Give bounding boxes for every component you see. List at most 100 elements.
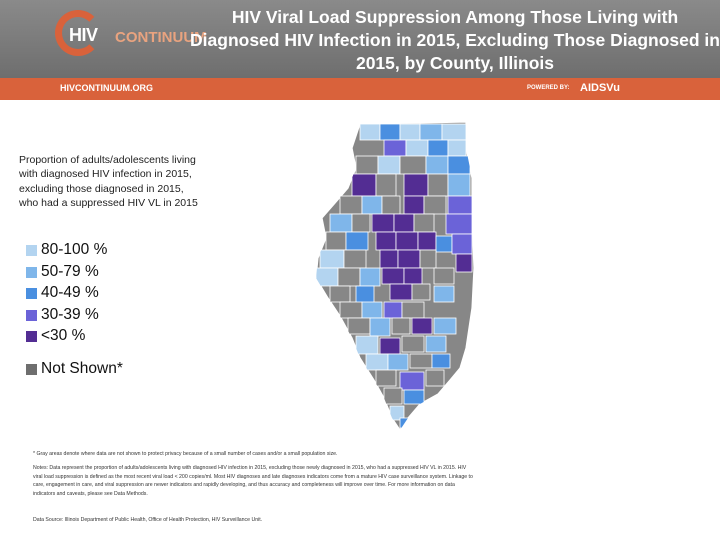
county	[325, 231, 347, 251]
county	[447, 195, 473, 215]
county	[413, 213, 435, 233]
legend-label: 30-39 %	[41, 305, 99, 323]
county	[405, 139, 429, 157]
illinois-county-map	[315, 121, 475, 432]
county	[383, 139, 407, 157]
legend-swatch	[26, 331, 37, 342]
county	[399, 123, 421, 141]
county	[417, 231, 437, 251]
legend-label: 50-79 %	[41, 262, 99, 280]
county	[339, 301, 363, 319]
data-source: Data Source: Illinois Department of Publ…	[33, 517, 263, 523]
county	[433, 285, 455, 303]
county	[361, 195, 383, 215]
county	[391, 317, 411, 335]
county	[383, 301, 403, 319]
legend-label: <30 %	[41, 327, 86, 344]
county	[379, 249, 399, 269]
county	[425, 335, 447, 353]
legend-label: Not Shown*	[41, 360, 123, 377]
aidsvu-logo[interactable]: AIDSVu	[580, 82, 620, 94]
header-banner: HIV CONTINUUM HIV Viral Load Suppression…	[0, 0, 720, 78]
county	[403, 389, 425, 405]
legend-title: Proportion of adults/adolescents living …	[19, 154, 198, 210]
county	[337, 267, 361, 287]
county	[355, 285, 375, 305]
county	[433, 267, 455, 285]
county	[411, 317, 433, 335]
county	[431, 353, 451, 369]
county	[403, 173, 429, 197]
county	[435, 235, 453, 253]
county	[375, 369, 397, 387]
county-grid	[316, 123, 473, 429]
county	[393, 213, 415, 233]
county	[447, 139, 467, 157]
legend-swatch	[26, 245, 37, 256]
logo-hiv-text: HIV	[69, 25, 98, 45]
county	[451, 233, 473, 255]
county	[403, 267, 423, 285]
county	[379, 123, 401, 141]
county	[347, 317, 371, 335]
county	[343, 249, 367, 269]
county	[447, 155, 471, 175]
county	[355, 335, 379, 355]
county	[365, 353, 389, 371]
county	[425, 155, 449, 175]
county	[351, 213, 371, 233]
county	[316, 267, 339, 287]
logo-ring-icon	[55, 10, 101, 56]
county	[425, 369, 445, 387]
county	[397, 249, 421, 269]
county	[379, 337, 401, 355]
county	[423, 195, 447, 215]
county	[381, 267, 405, 285]
county	[339, 195, 363, 215]
county	[427, 173, 449, 197]
county	[351, 173, 377, 197]
powered-by-label: POWERED BY:	[527, 85, 570, 91]
site-url-link[interactable]: HIVCONTINUUM.ORG	[60, 83, 153, 93]
county	[375, 173, 397, 197]
county	[447, 173, 471, 197]
county	[399, 155, 427, 175]
page-title: HIV Viral Load Suppression Among Those L…	[190, 7, 720, 73]
county	[375, 231, 397, 251]
footnote: * Gray areas denote where data are not s…	[33, 451, 338, 457]
county	[371, 213, 395, 233]
county	[411, 283, 431, 301]
hiv-continuum-logo[interactable]: HIV CONTINUUM	[55, 10, 207, 62]
county	[359, 267, 381, 287]
county	[395, 231, 419, 251]
county	[441, 123, 467, 141]
county	[455, 253, 473, 273]
county	[389, 405, 405, 421]
county	[377, 155, 401, 175]
county	[355, 155, 379, 175]
county	[361, 301, 383, 319]
county	[427, 139, 449, 157]
county	[329, 285, 351, 303]
legend-label: 40-49 %	[41, 284, 99, 301]
county	[399, 371, 425, 391]
orange-band: HIVCONTINUUM.ORG POWERED BY: AIDSVu	[0, 78, 720, 100]
county	[345, 231, 369, 251]
legend-swatch	[26, 288, 37, 299]
county	[401, 335, 425, 353]
legend-swatch	[26, 266, 37, 278]
county	[381, 195, 401, 215]
notes-text: Notes: Data represent the proportion of …	[33, 465, 473, 497]
logo-continuum-text: CONTINUUM	[115, 29, 207, 46]
legend-swatch	[26, 309, 37, 321]
county	[387, 353, 409, 371]
county	[433, 317, 457, 335]
county	[419, 249, 437, 269]
legend-swatch	[26, 364, 37, 375]
county	[359, 123, 381, 141]
legend-label: 80-100 %	[41, 241, 108, 258]
county	[329, 213, 353, 233]
county	[409, 353, 433, 369]
county	[389, 283, 413, 301]
county	[319, 249, 345, 269]
